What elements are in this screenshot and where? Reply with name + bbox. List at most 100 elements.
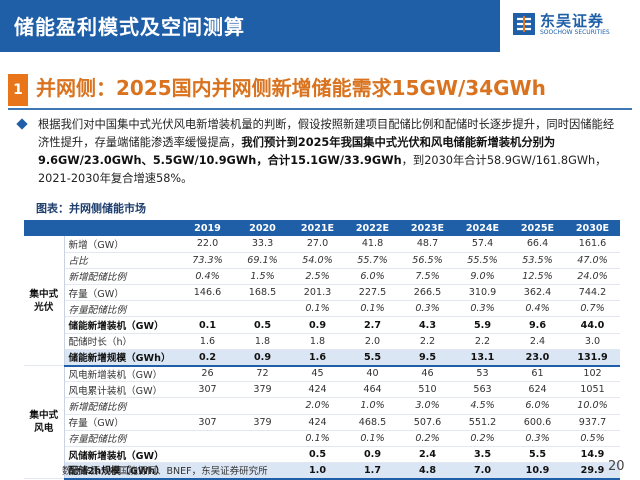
table-cell: 2.2 xyxy=(455,333,510,350)
table-cell: 0.7% xyxy=(565,300,620,318)
table-cell: 600.6 xyxy=(510,414,565,431)
table-cell: 56.5% xyxy=(400,252,455,269)
table-row: 储能新增规模（GWh） 0.2 0.9 1.6 5.5 9.5 13.1 23.0 131.9 xyxy=(24,349,620,367)
table-cell: 53.5% xyxy=(510,252,565,269)
table-cell: 1.7 xyxy=(345,462,400,480)
table-cell: 13.1 xyxy=(455,349,510,367)
table-cell xyxy=(180,397,235,415)
table-cell: 0.9 xyxy=(290,316,345,334)
table-row: 新增配储比例 2.0% 1.0% 3.0% 4.5% 6.0% 10.0% xyxy=(24,397,620,415)
table-cell: 61 xyxy=(510,365,565,383)
table-row: 存量（GW） 146.6 168.5 201.3 227.5 266.5 310.9 362.… xyxy=(24,284,620,302)
row-label: 新增（GW） xyxy=(64,236,180,253)
table-cell: 744.2 xyxy=(565,284,620,302)
table-cell: 4.8 xyxy=(400,462,455,480)
table-cell: 10.9 xyxy=(510,462,565,480)
table-caption: 图表：并网侧储能市场 xyxy=(36,202,146,215)
page-title: 储能盈利模式及空间测算 xyxy=(14,15,245,39)
table-cell: 146.6 xyxy=(180,284,235,302)
table-cell: 0.1% xyxy=(345,430,400,447)
table-cell: 0.5 xyxy=(290,446,345,464)
table-cell: 307 xyxy=(180,381,235,399)
table-cell: 0.1% xyxy=(290,430,345,447)
table-cell: 161.6 xyxy=(565,236,620,253)
table-cell: 45 xyxy=(290,365,345,383)
section-number-badge: 1 xyxy=(8,74,28,106)
table-cell: 55.7% xyxy=(345,252,400,269)
table-cell: 2.5% xyxy=(290,268,345,286)
table-cell: 72 xyxy=(235,365,290,383)
table-cell: 33.3 xyxy=(235,236,290,253)
paragraph-part-3: ，到2030年合计58.9GW/161.8GWh，2021-2030年复合增速5… xyxy=(38,154,607,185)
section-headline: 并网侧：2025国内并网侧新增储能需求15GW/34GWh xyxy=(36,76,546,100)
table-cell: 1.6 xyxy=(180,333,235,350)
row-label: 配储2h规模（GWh） xyxy=(64,462,180,480)
table-cell: 9.6 xyxy=(510,316,565,334)
table-row: 占比 73.3% 69.1% 54.0% 55.7% 56.5% 55.5% 53.5% 47.… xyxy=(24,252,620,269)
logo-mark-icon xyxy=(513,13,535,35)
table-cell: 0.3% xyxy=(455,300,510,318)
row-label: 存量（GW） xyxy=(64,414,180,431)
row-label: 新增配储比例 xyxy=(64,268,180,286)
table-row: 存量配储比例 0.1% 0.1% 0.3% 0.3% 0.4% 0.7% xyxy=(24,300,620,318)
row-group-label: 集中式 风电 xyxy=(24,365,65,480)
table-cell xyxy=(235,446,290,464)
data-source-note: 数据来源：中国能源网、BNEF，东吴证券研究所 xyxy=(62,466,268,477)
table-cell: 310.9 xyxy=(455,284,510,302)
table-row: 集中式 风电 风电新增装机（GW） 26 72 45 40 46 53 61 102 xyxy=(24,365,620,480)
column-header: 2019 xyxy=(180,220,235,236)
table-cell xyxy=(235,430,290,447)
table-cell: 4.3 xyxy=(400,316,455,334)
table-cell: 27.0 xyxy=(290,236,345,253)
row-label: 风电新增装机（GW） xyxy=(64,365,180,383)
table-cell: 0.4% xyxy=(510,300,565,318)
column-header: 2025E xyxy=(510,220,565,236)
paragraph-part-2-bold: 我们预计到2025年我国集中式光伏和风电储能新增装机分别为9.6GW/23.0G… xyxy=(38,136,556,167)
group-label-line-2: 风电 xyxy=(34,423,54,435)
table-cell: 1.8 xyxy=(235,333,290,350)
table-cell: 2.4 xyxy=(400,446,455,464)
table-cell: 0.9 xyxy=(235,349,290,367)
table-cell: 379 xyxy=(235,381,290,399)
table-cell: 7.5% xyxy=(400,268,455,286)
column-header: 2022E xyxy=(345,220,400,236)
table-cell xyxy=(180,462,235,480)
table-cell: 57.4 xyxy=(455,236,510,253)
group-label-line-1: 集中式 xyxy=(29,410,59,422)
table-cell xyxy=(235,397,290,415)
table-cell: 0.3% xyxy=(510,430,565,447)
table-cell xyxy=(235,462,290,480)
diamond-bullet-icon xyxy=(16,118,28,130)
column-header: 2021E xyxy=(290,220,345,236)
table-cell: 26 xyxy=(180,365,235,383)
table-cell: 7.0 xyxy=(455,462,510,480)
table-cell: 1.5% xyxy=(235,268,290,286)
table-cell: 44.0 xyxy=(565,316,620,334)
table-cell: 66.4 xyxy=(510,236,565,253)
table-cell: 227.5 xyxy=(345,284,400,302)
table-cell: 131.9 xyxy=(565,349,620,367)
row-label: 风储新增装机（GW） xyxy=(64,446,180,464)
group-label-line-2: 光伏 xyxy=(34,301,54,313)
brand-logo: 东吴证券 SOOCHOW SECURITIES xyxy=(512,8,634,44)
table-cell xyxy=(235,300,290,318)
top-banner: 储能盈利模式及空间测算 东吴证券 SOOCHOW SECURITIES xyxy=(0,0,640,52)
table-cell: 3.0% xyxy=(400,397,455,415)
table-cell: 0.1 xyxy=(180,316,235,334)
table-cell: 2.0% xyxy=(290,397,345,415)
page-number: 20 xyxy=(608,459,625,474)
table-cell: 464 xyxy=(345,381,400,399)
table-cell: 551.2 xyxy=(455,414,510,431)
table-cell: 2.7 xyxy=(345,316,400,334)
table-cell: 1.8 xyxy=(290,333,345,350)
table-cell: 5.5 xyxy=(510,446,565,464)
table-cell: 3.5 xyxy=(455,446,510,464)
table-cell: 0.9 xyxy=(345,446,400,464)
table-header-row: 2019 2020 2021E 2022E 2023E 2024E 2025E 2030E xyxy=(24,220,620,236)
table-row: 新增配储比例 0.4% 1.5% 2.5% 6.0% 7.5% 9.0% 12.5% 24.0% xyxy=(24,268,620,286)
table-cell: 3.0 xyxy=(565,333,620,350)
row-group-label: 集中式 光伏 xyxy=(24,236,65,366)
table-cell: 307 xyxy=(180,414,235,431)
logo-text-cn: 东吴证券 xyxy=(540,12,605,30)
row-label: 存量（GW） xyxy=(64,284,180,302)
